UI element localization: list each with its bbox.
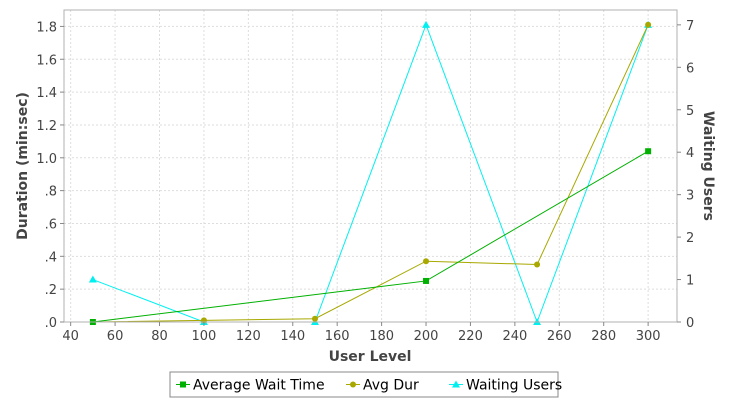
y2-tick-label: 1 xyxy=(686,274,694,289)
plot-frame xyxy=(63,9,678,323)
axes: 40 60 80 100 120 140 160 180 200 220 240 260 280 300.… xyxy=(36,9,694,344)
data-point xyxy=(645,148,652,155)
legend-marker xyxy=(350,381,356,388)
x-tick-label: 300 xyxy=(636,329,661,344)
y-tick-label: 1.4 xyxy=(36,86,57,101)
y-tick-label: .8 xyxy=(45,185,57,200)
y-tick-label: .0 xyxy=(45,316,57,331)
data-point xyxy=(645,21,652,28)
x-tick-label: 40 xyxy=(62,329,79,344)
x-tick-label: 60 xyxy=(107,329,124,344)
x-tick-label: 120 xyxy=(236,329,261,344)
y-tick-label: 1.8 xyxy=(36,20,57,35)
x-tick-label: 180 xyxy=(369,329,394,344)
legend-box xyxy=(169,371,559,398)
x-tick-label: 260 xyxy=(547,329,572,344)
plot-background xyxy=(64,10,677,322)
data-point xyxy=(422,20,431,28)
legend-marker xyxy=(180,381,186,388)
y2-tick-label: 7 xyxy=(686,19,694,34)
x-tick-label: 160 xyxy=(325,329,350,344)
x-tick-label: 240 xyxy=(502,329,527,344)
x-tick-label: 200 xyxy=(414,329,439,344)
data-point xyxy=(423,258,430,265)
y-tick-label: .6 xyxy=(45,217,57,232)
y2-tick-label: 6 xyxy=(686,61,694,76)
data-point xyxy=(88,275,97,283)
y2-tick-label: 0 xyxy=(686,316,694,331)
legend: Average Wait Time Avg Dur Waiting Users xyxy=(169,371,562,398)
x-tick-label: 220 xyxy=(458,329,483,344)
y2-tick-label: 2 xyxy=(686,231,694,246)
x-tick-label: 80 xyxy=(151,329,168,344)
data-point xyxy=(311,315,318,322)
legend-label: Avg Dur xyxy=(363,378,419,394)
x-tick-label: 280 xyxy=(591,329,616,344)
y-tick-label: .4 xyxy=(45,250,57,265)
y2-tick-label: 4 xyxy=(686,146,694,161)
y-axis-title: Duration (min:sec) xyxy=(15,92,31,240)
x-axis-title: User Level xyxy=(329,349,412,365)
data-point xyxy=(534,261,541,268)
data-point xyxy=(423,277,430,284)
legend-label: Average Wait Time xyxy=(193,378,325,394)
y2-tick-label: 5 xyxy=(686,104,694,119)
grid xyxy=(64,10,677,323)
y2-axis-title: Waiting Users xyxy=(700,111,716,221)
series-line xyxy=(92,24,649,323)
y-tick-label: .2 xyxy=(45,283,57,298)
series-layer xyxy=(88,20,653,325)
y2-tick-label: 3 xyxy=(686,189,694,204)
series-line xyxy=(92,23,649,324)
y-tick-label: 1.6 xyxy=(36,53,57,68)
x-tick-label: 140 xyxy=(280,329,305,344)
x-tick-label: 100 xyxy=(192,329,217,344)
y-tick-label: 1.0 xyxy=(36,152,57,167)
legend-marker xyxy=(452,380,460,388)
y-tick-label: 1.2 xyxy=(36,119,57,134)
legend-label: Waiting Users xyxy=(466,378,562,394)
